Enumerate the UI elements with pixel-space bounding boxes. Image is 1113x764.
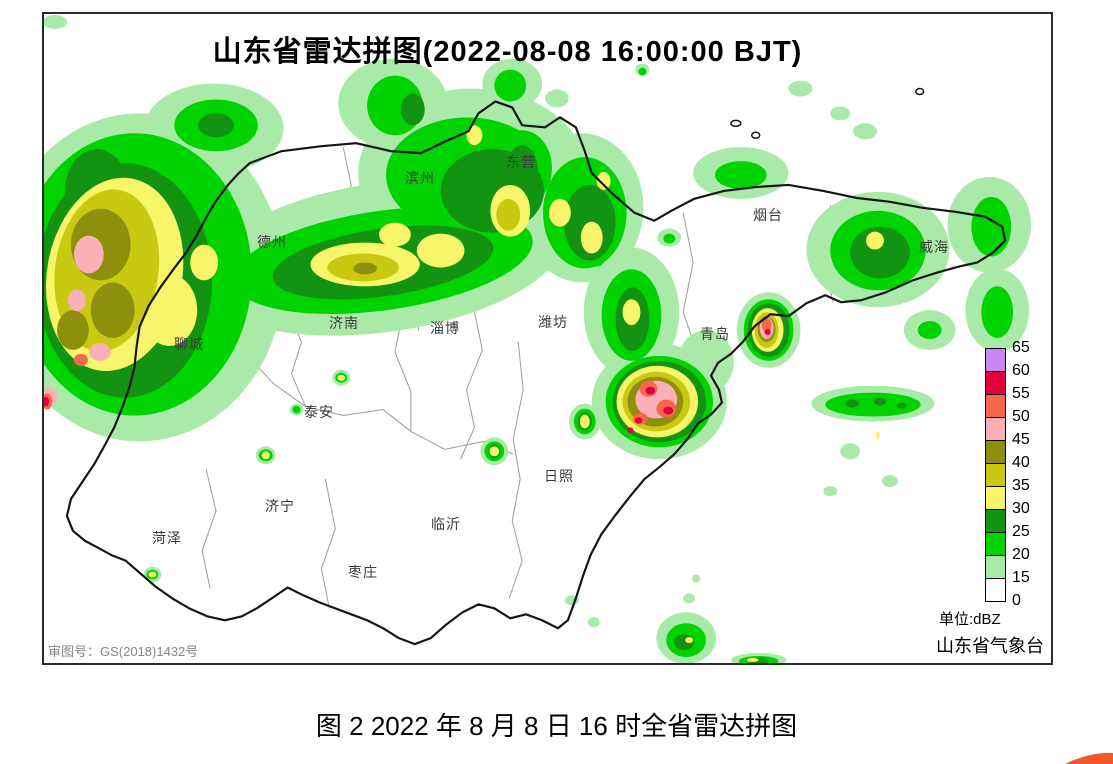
legend-colorbar [985,348,1006,602]
legend-color-cell [985,509,1006,533]
province-boundary [65,87,1007,646]
legend-tick-label: 30 [1012,500,1030,517]
legend-tick-label: 65 [1012,339,1030,356]
city-label-菏泽: 菏泽 [152,530,182,546]
legend-tick-label: 20 [1012,546,1030,563]
city-labels: 德州 滨州 东营烟台威海聊城 济南 淄博 潍坊青岛泰安日照济宁菏泽 临沂枣庄 [44,14,1051,663]
city-label-东营: 东营 [506,154,536,170]
city-label-临沂: 临沂 [431,516,461,532]
city-label-烟台: 烟台 [753,207,783,223]
map-approval-number: 审图号：GS(2018)1432号 [48,644,199,659]
agency-label: 山东省气象台 [936,636,1044,656]
legend-tick-label: 50 [1012,408,1030,425]
legend-color-cell [985,394,1006,418]
legend-color-cell [985,555,1006,579]
city-label-滨州: 滨州 [405,170,435,186]
map-title: 山东省雷达拼图(2022-08-08 16:00:00 BJT) [212,36,803,68]
legend-color-cell [985,417,1006,441]
city-label-枣庄: 枣庄 [348,564,378,580]
legend-unit-label: 单位:dBZ [939,611,1001,628]
city-label-淄博: 淄博 [430,320,460,336]
figure-caption: 图 2 2022 年 8 月 8 日 16 时全省雷达拼图 [315,711,798,741]
city-label-泰安: 泰安 [304,404,334,420]
city-label-聊城: 聊城 [174,336,204,352]
radar-map: 山东省雷达拼图(2022-08-08 16:00:00 BJT) 德州 滨州 东营烟… [42,12,1053,665]
city-label-青岛: 青岛 [700,326,730,342]
legend-tick-label: 45 [1012,431,1030,448]
legend-color-cell [985,371,1006,395]
city-label-济宁: 济宁 [265,498,295,514]
city-label-日照: 日照 [544,468,574,484]
radar-echoes [44,14,1032,663]
legend-tick-label: 40 [1012,454,1030,471]
legend-color-cell [985,440,1006,464]
city-label-济南: 济南 [329,315,359,331]
logo-swoosh-icon [1065,752,1113,764]
legend-tick-label: 55 [1012,385,1030,402]
legend-color-cell [985,348,1006,372]
dbz-legend: 65 60 55 50 45 40 35 30 25 20 15 0 单位:dBZ [939,339,1030,628]
legend-color-cell [985,578,1006,602]
legend-tick-label: 60 [1012,362,1030,379]
legend-tick-label: 15 [1012,569,1030,586]
legend-color-cell [985,532,1006,556]
city-label-潍坊: 潍坊 [538,314,568,330]
legend-tick-label: 35 [1012,477,1030,494]
legend-tick-label: 0 [1012,592,1021,609]
legend-tick-label: 25 [1012,523,1030,540]
radar-echo-layer [44,14,1032,663]
legend-color-cell [985,463,1006,487]
city-label-德州: 德州 [257,234,287,250]
city-label-威海: 威海 [919,239,949,255]
legend-color-cell [985,486,1006,510]
